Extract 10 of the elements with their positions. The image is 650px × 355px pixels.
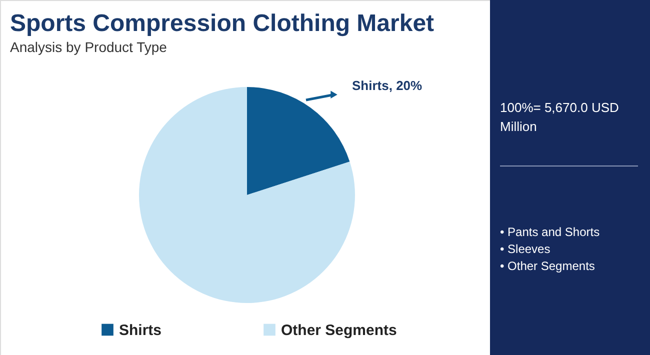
text: • Sleeves	[500, 242, 550, 256]
text: 100%= 5,670.0 USD Million	[500, 100, 619, 134]
text: • Other Segments	[500, 259, 595, 273]
text: • Pants and Shorts	[500, 225, 600, 239]
chart-title: Sports Compression Clothing Market	[10, 10, 434, 37]
legend-label: Shirts	[119, 322, 162, 339]
legend-label: Other Segments	[281, 322, 397, 339]
data-label: Shirts, 20%	[352, 78, 423, 93]
chart-subtitle: Analysis by Product Type	[10, 39, 168, 55]
pie-slice	[247, 87, 350, 195]
